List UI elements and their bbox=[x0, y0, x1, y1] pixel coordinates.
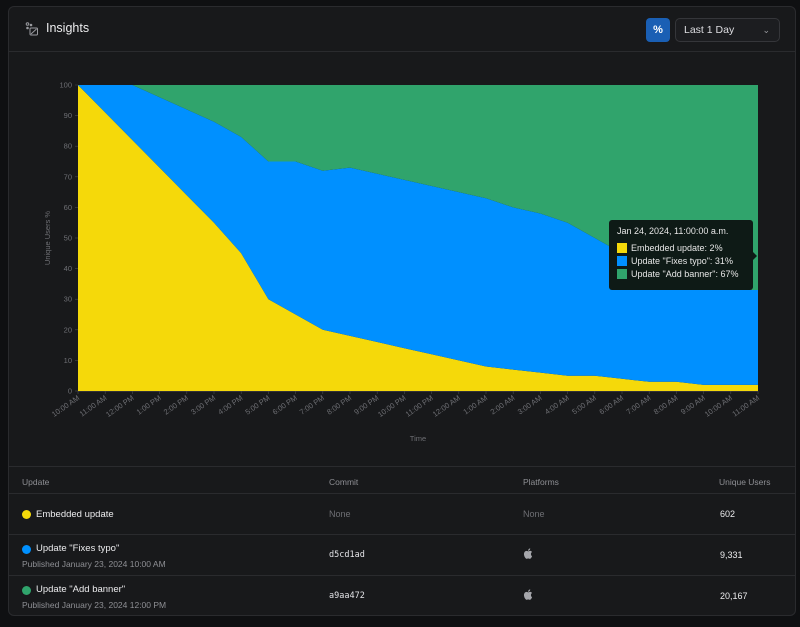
percent-toggle-button[interactable]: % bbox=[646, 18, 670, 42]
page-title: Insights bbox=[46, 21, 90, 35]
x-tick-label: 7:00 AM bbox=[625, 393, 653, 416]
unique-users-value: 9,331 bbox=[720, 550, 743, 560]
x-tick-label: 3:00 PM bbox=[189, 393, 217, 416]
published-date: Published January 23, 2024 10:00 AM bbox=[22, 559, 166, 569]
col-header-commit[interactable]: Commit bbox=[329, 477, 359, 487]
tooltip-item: Update "Fixes typo": 31% bbox=[617, 254, 745, 267]
platforms-value bbox=[523, 589, 533, 603]
commit-hash[interactable]: d5cd1ad bbox=[329, 550, 365, 560]
y-tick-label: 50 bbox=[64, 234, 72, 243]
area-series-2[interactable] bbox=[78, 85, 758, 290]
table-row[interactable]: Update "Fixes typo" Published January 23… bbox=[9, 535, 795, 576]
update-name: Update "Add banner" bbox=[36, 584, 126, 595]
tooltip-item-label: Update "Fixes typo": 31% bbox=[631, 255, 733, 266]
y-axis-title: Unique Users % bbox=[43, 211, 52, 266]
x-tick-label: 12:00 AM bbox=[431, 393, 462, 419]
percent-icon: % bbox=[653, 24, 663, 36]
x-tick-label: 11:00 AM bbox=[730, 393, 761, 418]
commit-hash[interactable]: a9aa472 bbox=[329, 591, 365, 601]
x-tick-label: 4:00 PM bbox=[216, 393, 244, 416]
x-tick-label: 1:00 AM bbox=[461, 393, 489, 416]
y-tick-label: 20 bbox=[64, 325, 72, 334]
y-tick-label: 60 bbox=[64, 203, 72, 212]
insights-card: Insights % Last 1 Day ⌄ 0 10 20 30 40 50 60 70 8… bbox=[8, 6, 796, 616]
y-tick-label: 100 bbox=[59, 81, 72, 90]
unique-users-value: 602 bbox=[720, 509, 736, 519]
x-tick-label: 3:00 AM bbox=[516, 393, 544, 416]
x-tick-label: 5:00 AM bbox=[570, 393, 598, 416]
x-tick-label: 5:00 PM bbox=[243, 393, 271, 416]
col-header-unique-users[interactable]: Unique Users bbox=[719, 477, 771, 487]
table-row[interactable]: Embedded update None None 602 bbox=[9, 494, 795, 535]
y-tick-label: 80 bbox=[64, 142, 72, 151]
chevron-down-icon: ⌄ bbox=[762, 25, 770, 35]
time-range-value: Last 1 Day bbox=[684, 24, 735, 36]
x-tick-label: 6:00 AM bbox=[597, 393, 625, 416]
x-tick-label: 11:00 AM bbox=[78, 393, 109, 418]
status-dot-fixes-typo bbox=[22, 545, 31, 554]
x-tick-label: 7:00 PM bbox=[298, 393, 326, 416]
status-dot-embedded bbox=[22, 510, 31, 519]
y-tick-label: 70 bbox=[64, 172, 72, 181]
updates-table: Update Commit Platforms Unique Users Emb… bbox=[9, 466, 795, 615]
area-chart[interactable]: 0 10 20 30 40 50 60 70 80 90 100 Unique Users % 10:0… bbox=[9, 53, 795, 466]
x-tick-label: 10:00 AM bbox=[50, 393, 81, 419]
y-tick-label: 40 bbox=[64, 264, 72, 273]
x-tick-label: 4:00 AM bbox=[543, 393, 571, 416]
published-date: Published January 23, 2024 12:00 PM bbox=[22, 600, 167, 610]
x-tick-label: 12:00 PM bbox=[104, 393, 135, 419]
chart-canvas[interactable]: 0 10 20 30 40 50 60 70 80 90 100 Unique Users % 10:0… bbox=[9, 53, 796, 466]
apple-icon bbox=[523, 548, 533, 559]
y-tick-label: 90 bbox=[64, 111, 72, 120]
tooltip-item: Embedded update: 2% bbox=[617, 241, 745, 254]
tooltip-item: Update "Add banner": 67% bbox=[617, 267, 745, 280]
x-tick-label: 2:00 PM bbox=[162, 393, 190, 416]
x-axis-title: Time bbox=[410, 434, 426, 443]
x-tick-label: 10:00 PM bbox=[376, 393, 407, 419]
tooltip-title: Jan 24, 2024, 11:00:00 a.m. bbox=[617, 226, 729, 236]
x-tick-label: 10:00 AM bbox=[703, 393, 734, 419]
x-tick-label: 1:00 PM bbox=[135, 393, 163, 416]
y-tick-label: 10 bbox=[64, 356, 72, 365]
platforms-value bbox=[523, 548, 533, 562]
legend-swatch-embedded bbox=[617, 242, 627, 253]
commit-value: None bbox=[329, 509, 351, 519]
table-header: Update Commit Platforms Unique Users bbox=[9, 466, 795, 494]
insights-icon bbox=[25, 22, 38, 36]
apple-icon bbox=[523, 589, 533, 600]
col-header-platforms[interactable]: Platforms bbox=[523, 477, 559, 487]
time-range-select[interactable]: Last 1 Day ⌄ bbox=[675, 18, 780, 42]
y-tick-label: 30 bbox=[64, 295, 72, 304]
tooltip-item-label: Update "Add banner": 67% bbox=[631, 268, 739, 279]
x-tick-label: 2:00 AM bbox=[489, 393, 517, 416]
y-tick-label: 0 bbox=[68, 387, 72, 396]
col-header-update[interactable]: Update bbox=[22, 477, 50, 487]
x-tick-label: 8:00 AM bbox=[652, 393, 680, 416]
table-row[interactable]: Update "Add banner" Published January 23… bbox=[9, 576, 795, 615]
unique-users-value: 20,167 bbox=[720, 591, 748, 601]
card-header: Insights % Last 1 Day ⌄ bbox=[9, 7, 795, 52]
x-tick-label: 8:00 PM bbox=[325, 393, 353, 416]
legend-swatch-fixes-typo bbox=[617, 255, 627, 266]
legend-swatch-add-banner bbox=[617, 268, 627, 279]
status-dot-add-banner bbox=[22, 586, 31, 595]
platforms-value: None bbox=[523, 509, 545, 519]
x-tick-label: 9:00 AM bbox=[679, 393, 707, 416]
tooltip-item-label: Embedded update: 2% bbox=[631, 242, 723, 253]
x-tick-label: 6:00 PM bbox=[271, 393, 299, 416]
update-name: Embedded update bbox=[36, 509, 114, 520]
x-tick-label: 11:00 PM bbox=[404, 393, 435, 418]
chart-tooltip: Jan 24, 2024, 11:00:00 a.m. Embedded upd… bbox=[609, 220, 757, 290]
area-series-0[interactable] bbox=[78, 85, 758, 391]
update-name: Update "Fixes typo" bbox=[36, 543, 120, 554]
area-series-1[interactable] bbox=[78, 85, 758, 385]
